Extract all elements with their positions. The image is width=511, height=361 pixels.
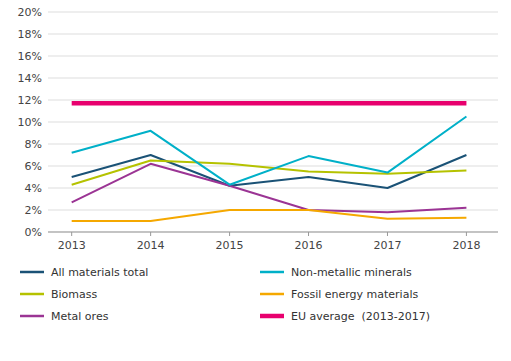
legend-label: Non-metallic minerals (291, 266, 412, 279)
legend-swatch (20, 271, 44, 274)
series-line (72, 155, 467, 188)
grid-line (48, 188, 498, 189)
grid-line (48, 122, 498, 123)
y-tick-label: 14% (18, 72, 42, 85)
y-tick-label: 0% (25, 226, 42, 239)
y-tick-label: 8% (25, 138, 42, 151)
x-tick (150, 232, 151, 236)
y-tick-label: 6% (25, 160, 42, 173)
x-tick (387, 232, 388, 236)
y-tick-label: 4% (25, 182, 42, 195)
x-tick (466, 232, 467, 236)
x-tick-label: 2017 (373, 239, 401, 252)
y-tick-label: 10% (18, 116, 42, 129)
legend-label: Fossil energy materials (291, 288, 418, 301)
x-axis-line (48, 232, 498, 233)
legend-swatch (260, 271, 284, 274)
legend-label: All materials total (51, 266, 148, 279)
series-line (72, 117, 467, 185)
y-tick-label: 18% (18, 28, 42, 41)
grid-line (48, 12, 498, 13)
x-tick-label: 2014 (137, 239, 165, 252)
reference-line (72, 101, 467, 106)
legend-swatch (260, 293, 284, 296)
y-tick-label: 12% (18, 94, 42, 107)
legend: All materials total Biomass Metal ores Non-… (20, 266, 430, 323)
legend-swatch (20, 315, 44, 318)
chart: 0% 2% 4% 6% 8% 10% 12% 14% 16% 18% 20% 2013 2014 2015… (0, 0, 511, 361)
x-tick-label: 2016 (295, 239, 323, 252)
x-tick-label: 2013 (58, 239, 86, 252)
grid-line (48, 232, 498, 233)
legend-label: Metal ores (51, 310, 109, 323)
x-tick (71, 232, 72, 236)
legend-label: Biomass (51, 288, 98, 301)
plot-area (72, 103, 467, 221)
x-tick-label: 2018 (452, 239, 480, 252)
grid-line (48, 144, 498, 145)
x-tick (229, 232, 230, 236)
legend-swatch (20, 293, 44, 296)
y-tick-label: 20% (18, 6, 42, 19)
y-tick-label: 16% (18, 50, 42, 63)
grid-line (48, 100, 498, 101)
x-tick-label: 2015 (216, 239, 244, 252)
grid-line (48, 34, 498, 35)
y-tick-label: 2% (25, 204, 42, 217)
grid-line (48, 78, 498, 79)
legend-label: EU average (2013-2017) (291, 310, 430, 323)
grid-line (48, 56, 498, 57)
legend-swatch (260, 314, 284, 319)
series-line (72, 210, 467, 221)
x-tick (308, 232, 309, 236)
